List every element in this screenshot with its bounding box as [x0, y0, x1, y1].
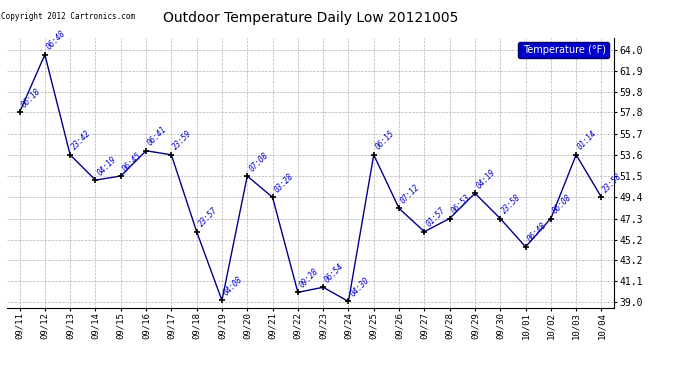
- Text: 23:58: 23:58: [602, 171, 624, 194]
- Text: 23:59: 23:59: [171, 129, 194, 152]
- Text: 06:53: 06:53: [450, 193, 473, 216]
- Text: 07:12: 07:12: [399, 183, 422, 206]
- Text: 04:08: 04:08: [222, 274, 245, 297]
- Text: 23:58: 23:58: [500, 193, 523, 216]
- Text: 06:54: 06:54: [323, 261, 346, 284]
- Text: 06:48: 06:48: [45, 29, 68, 52]
- Legend: Temperature (°F): Temperature (°F): [518, 42, 609, 58]
- Text: 04:30: 04:30: [348, 276, 371, 298]
- Text: 23:57: 23:57: [197, 206, 219, 229]
- Text: 09:28: 09:28: [298, 267, 321, 289]
- Text: 06:08: 06:08: [551, 193, 573, 216]
- Text: 06:18: 06:18: [19, 87, 42, 109]
- Text: 06:45: 06:45: [121, 150, 144, 173]
- Text: 06:15: 06:15: [374, 129, 397, 152]
- Text: 23:42: 23:42: [70, 129, 93, 152]
- Text: 01:57: 01:57: [424, 206, 447, 229]
- Text: Copyright 2012 Cartronics.com: Copyright 2012 Cartronics.com: [1, 12, 135, 21]
- Text: 07:08: 07:08: [247, 150, 270, 173]
- Text: 06:48: 06:48: [526, 221, 549, 244]
- Text: 04:19: 04:19: [95, 154, 118, 177]
- Text: 04:19: 04:19: [475, 168, 497, 190]
- Text: 06:41: 06:41: [146, 125, 169, 148]
- Text: 01:14: 01:14: [576, 129, 599, 152]
- Text: 03:28: 03:28: [273, 171, 295, 194]
- Text: Outdoor Temperature Daily Low 20121005: Outdoor Temperature Daily Low 20121005: [163, 11, 458, 25]
